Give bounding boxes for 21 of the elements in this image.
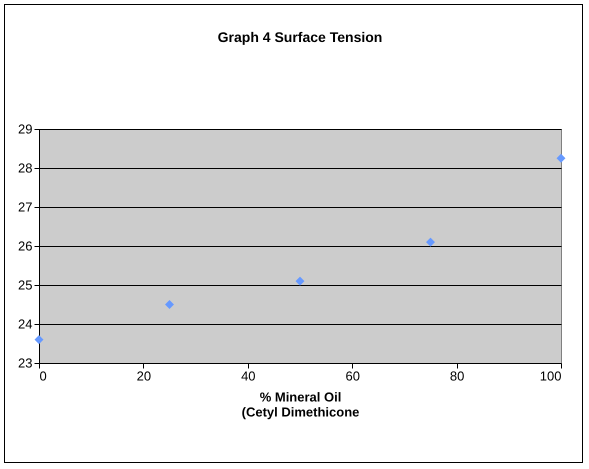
x-tick-label: 20	[136, 368, 152, 384]
y-tick-label: 23	[18, 356, 32, 370]
point	[34, 335, 44, 344]
x-tick-label: 60	[345, 368, 360, 384]
chart-title: Graph 4 Surface Tension	[218, 29, 382, 45]
x-tick-label: 100	[540, 368, 562, 384]
x-tick-label: 40	[241, 368, 256, 384]
point	[426, 238, 435, 247]
y-tick-label: 28	[18, 160, 32, 176]
text: % Mineral Oil	[260, 390, 342, 404]
y-tick-label: 26	[18, 238, 32, 254]
point	[165, 300, 174, 309]
y-tick-label: 24	[18, 316, 32, 332]
y-tick-label: 27	[18, 200, 32, 214]
point	[556, 154, 566, 163]
y-tick-label: 29	[18, 122, 32, 136]
text: (Cetyl Dimethicone	[242, 404, 360, 420]
x-tick-label: 0	[40, 368, 47, 384]
y-tick-label: 25	[18, 278, 32, 292]
x-tick-label: 80	[450, 368, 464, 384]
point	[296, 276, 304, 286]
